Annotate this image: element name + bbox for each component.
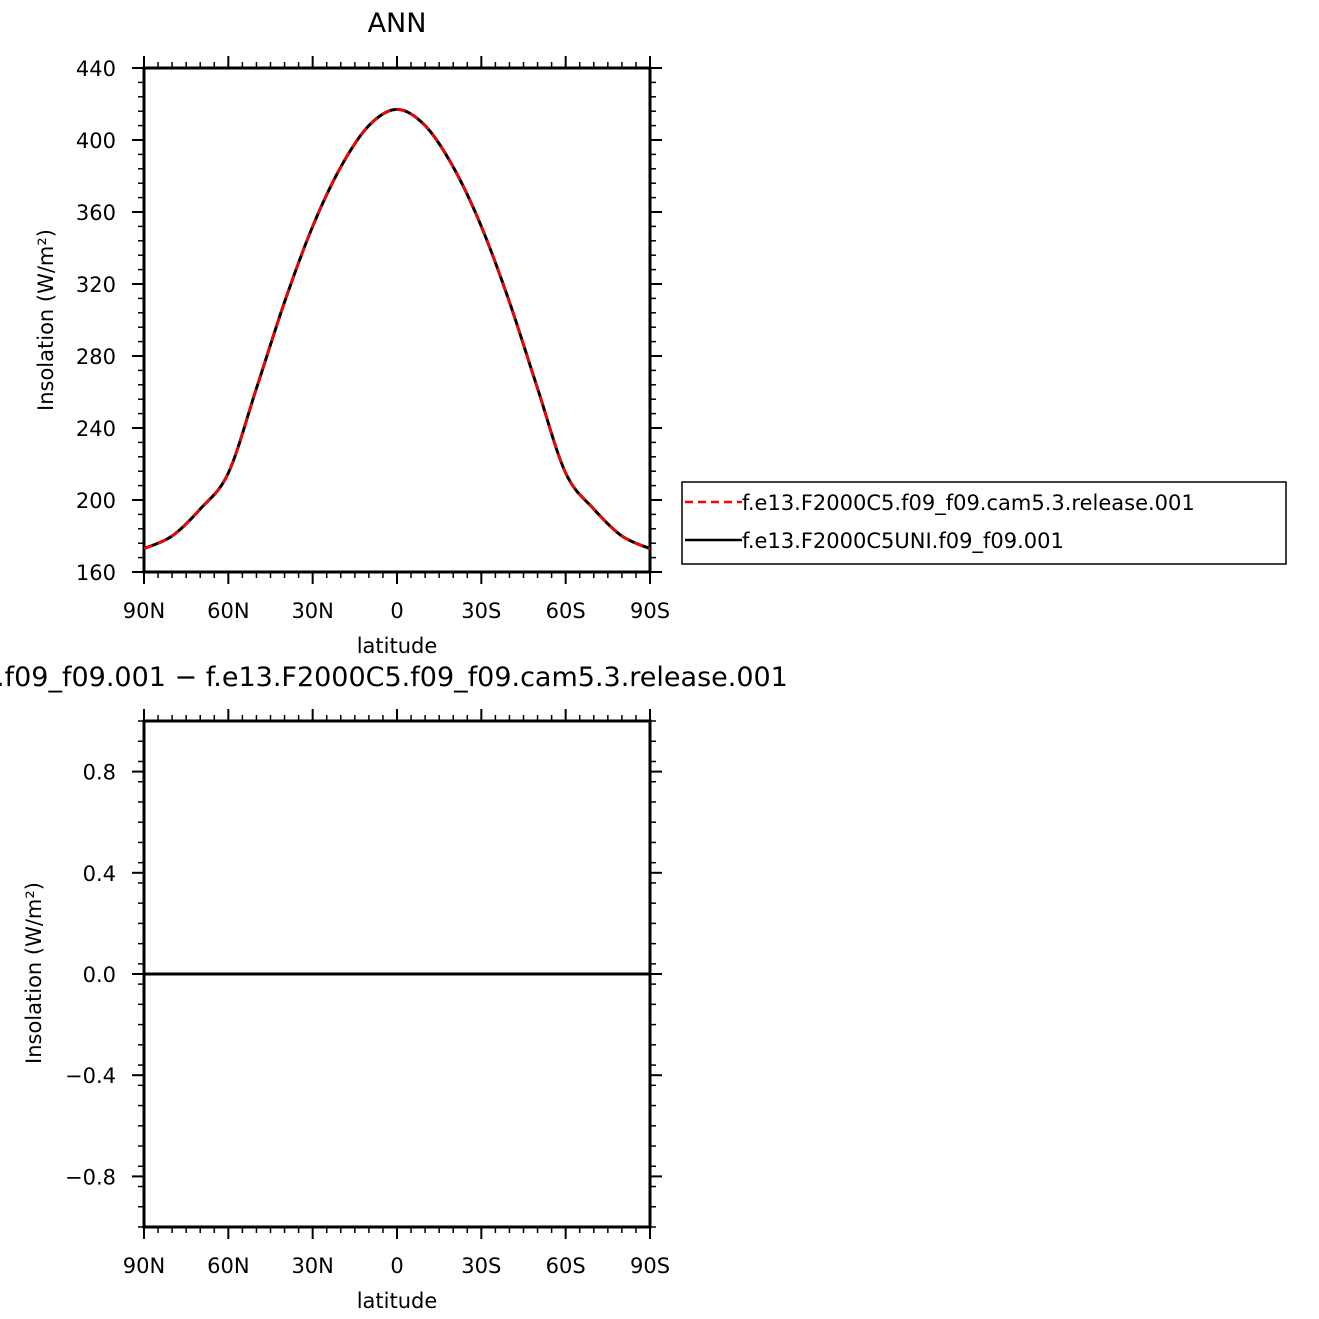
y-tick-label: 0.0 (83, 963, 116, 987)
y-tick-label: 400 (76, 129, 116, 153)
x-tick-label: 30S (461, 1254, 501, 1278)
legend-box (681, 481, 1287, 565)
x-tick-label: 0 (390, 599, 403, 623)
y-axis-label: Insolation (W/m²) (34, 229, 58, 411)
x-axis-label: latitude (357, 1289, 438, 1313)
y-tick-label: 0.4 (83, 862, 116, 886)
x-tick-label: 30N (291, 599, 333, 623)
x-tick-label: 60N (207, 599, 249, 623)
top-chart: ANN Insolation (W/m²) latitude 90N 60N 30N… (34, 8, 670, 658)
y-tick-label: 360 (76, 201, 116, 225)
plot-frame (142, 66, 652, 574)
y-tick-label: 320 (76, 273, 116, 297)
legend-entry-label: f.e13.F2000C5.f09_f09.cam5.3.release.001 (742, 491, 1195, 516)
x-tick-label: 60N (207, 1254, 249, 1278)
y-tick-label: 240 (76, 417, 116, 441)
x-tick-label: 0 (390, 1254, 403, 1278)
x-tick-label: 90S (630, 1254, 670, 1278)
legend-entry-label: f.e13.F2000C5UNI.f09_f09.001 (742, 529, 1064, 554)
x-tick-label: 30N (291, 1254, 333, 1278)
x-tick-label: 60S (546, 599, 586, 623)
y-axis-label: Insolation (W/m²) (22, 882, 46, 1064)
x-tick-label: 30S (461, 599, 501, 623)
x-tick-label: 90S (630, 599, 670, 623)
x-tick-label: 90N (123, 1254, 165, 1278)
y-tick-label: 440 (76, 57, 116, 81)
x-tick-label: 90N (123, 599, 165, 623)
y-tick-label: 200 (76, 489, 116, 513)
x-tick-label: 60S (546, 1254, 586, 1278)
y-tick-label: 280 (76, 345, 116, 369)
chart-title: f.e13.F2000C5UNI.f09_f09.001 − f.e13.F20… (0, 662, 788, 693)
legend: f.e13.F2000C5.f09_f09.cam5.3.release.001… (681, 481, 1287, 565)
y-tick-label: 0.8 (83, 761, 116, 785)
chart-title: ANN (368, 8, 427, 39)
x-axis-label: latitude (357, 634, 438, 658)
y-tick-label: 160 (76, 561, 116, 585)
bottom-chart: f.e13.F2000C5UNI.f09_f09.001 − f.e13.F20… (0, 662, 788, 1313)
y-tick-label: −0.4 (65, 1064, 116, 1088)
y-tick-label: −0.8 (65, 1165, 116, 1189)
series-line-red-dashed (143, 108, 651, 550)
series-line-black (143, 107, 651, 550)
